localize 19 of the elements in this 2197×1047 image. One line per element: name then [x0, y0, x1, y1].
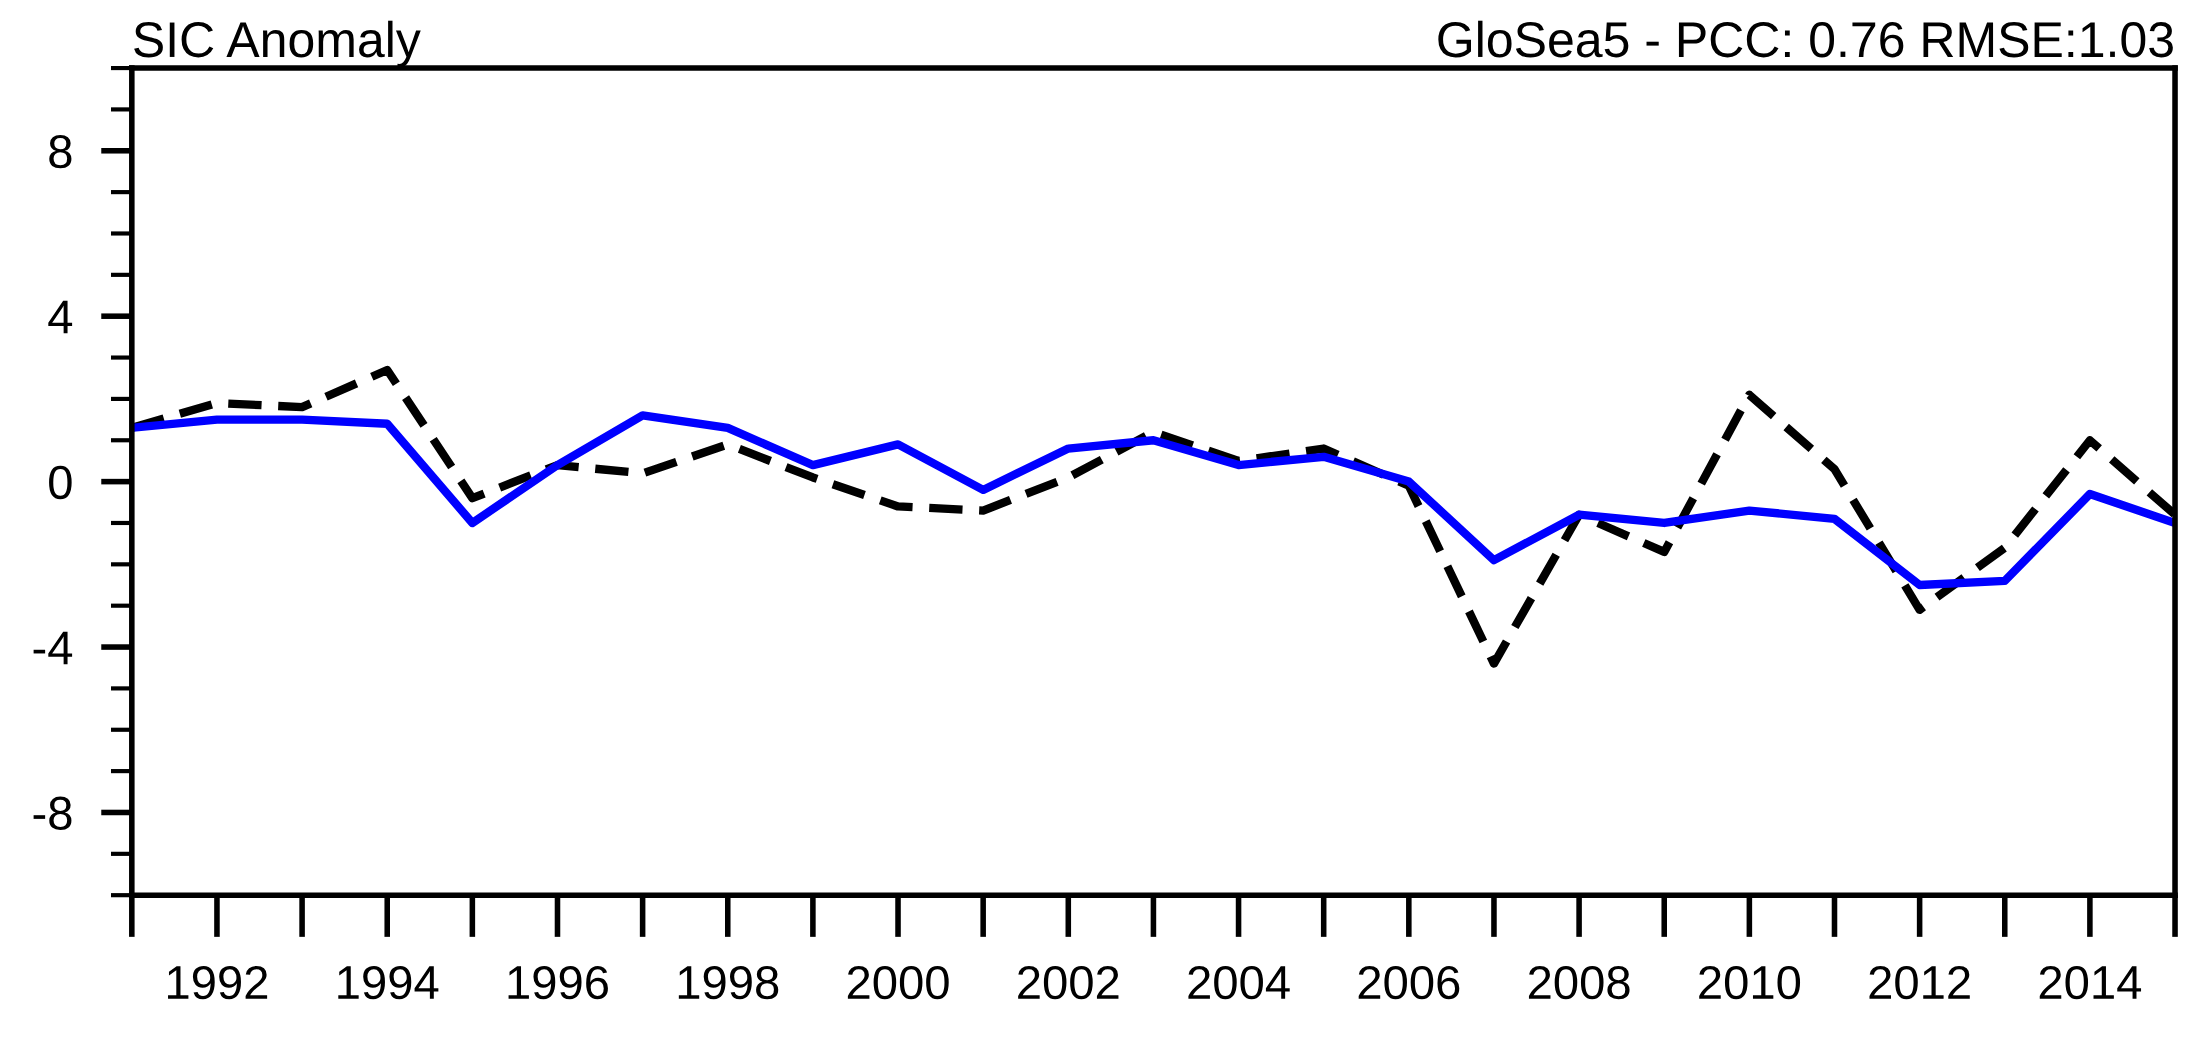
x-tick-label: 2008 — [1528, 965, 1630, 1000]
y-tick-label: 8 — [49, 134, 72, 169]
y-tick-label: 0 — [49, 465, 72, 500]
x-tick-label: 2000 — [847, 965, 949, 1000]
x-tick-label: 2010 — [1699, 965, 1801, 1000]
x-tick-label: 1992 — [168, 965, 268, 1000]
x-tick-label: 2002 — [1018, 965, 1119, 1000]
x-tick-label: 2014 — [2039, 965, 2142, 1000]
x-tick-label: 2006 — [1358, 965, 1460, 1000]
chart-title: SIC Anomaly — [134, 20, 421, 68]
x-tick-label: 2012 — [1869, 965, 1970, 1000]
x-tick-label: 1994 — [338, 965, 439, 1000]
x-tick-label: 1996 — [508, 965, 608, 1000]
x-tick-label: 1998 — [678, 965, 779, 1000]
y-tick-label: 4 — [48, 300, 73, 334]
chart-subtitle: GloSea5 - PCC: 0.76 RMSE:1.03 — [1438, 20, 2173, 58]
y-tick-label: -4 — [33, 631, 73, 665]
y-tick-label: -8 — [33, 796, 72, 831]
x-tick-label: 2004 — [1188, 965, 1290, 1000]
